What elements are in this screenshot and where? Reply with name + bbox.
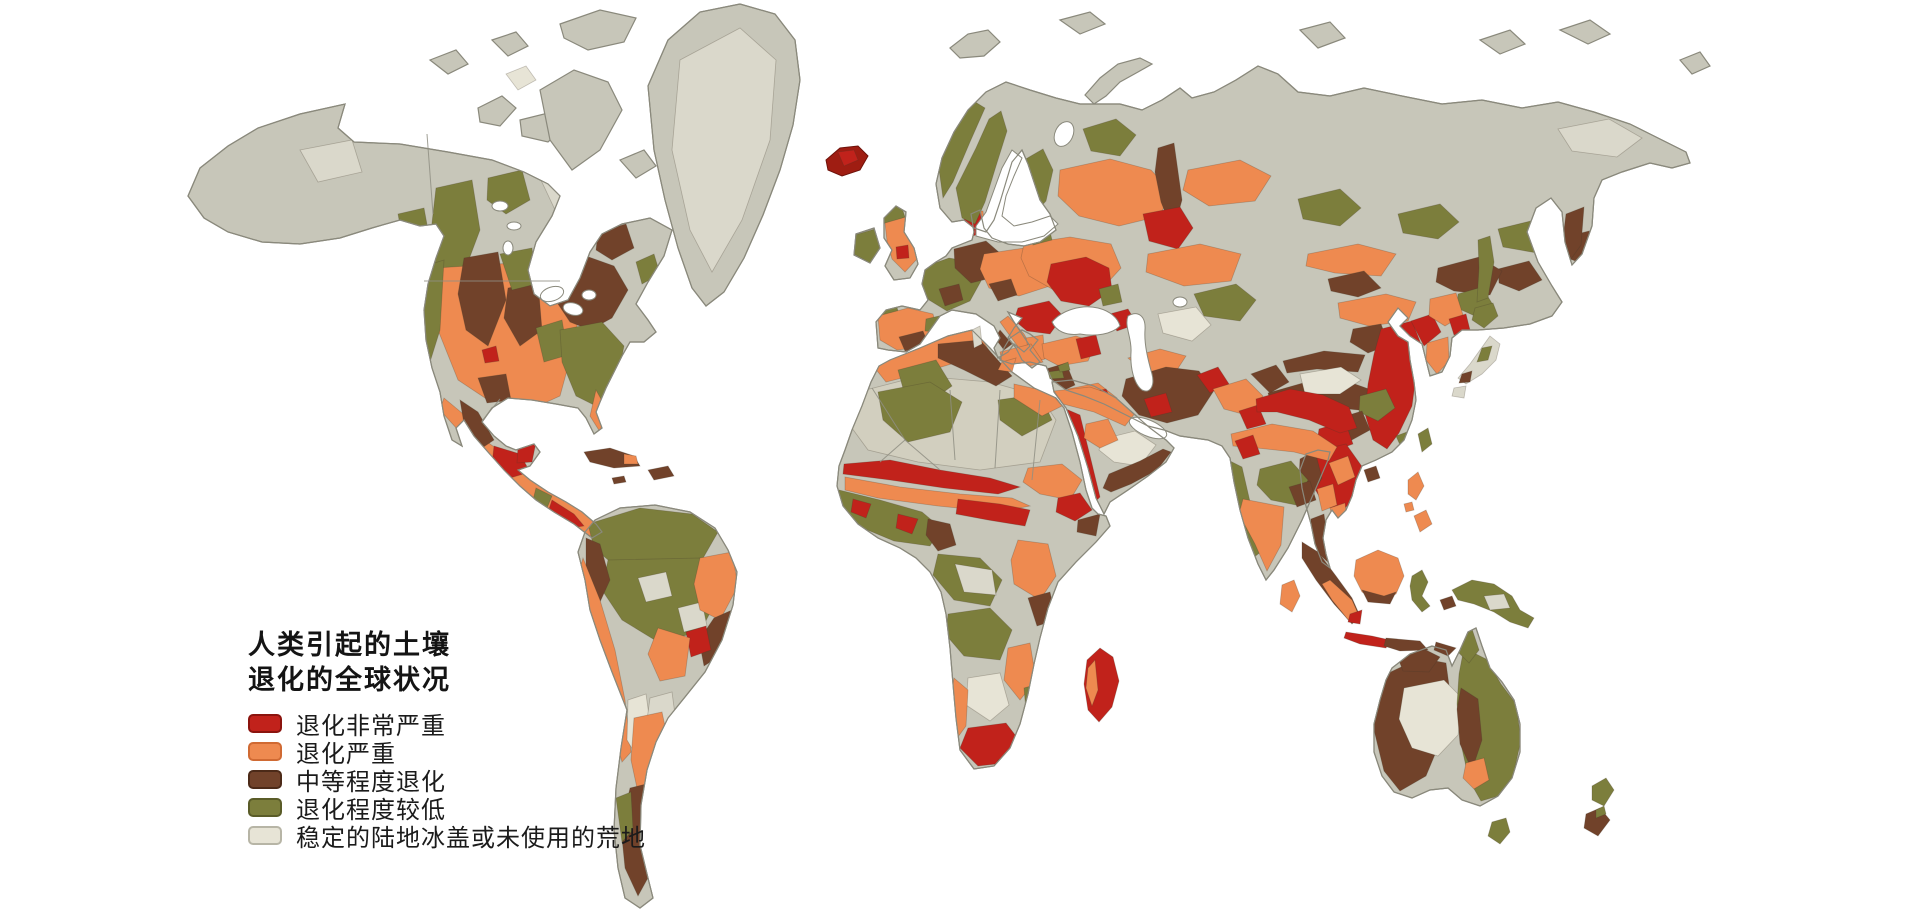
legend-color-swatch <box>248 714 282 734</box>
new-zealand <box>1583 777 1615 837</box>
madagascar <box>1083 647 1120 723</box>
legend-color-swatch <box>248 770 282 790</box>
legend-item: 中等程度退化 <box>248 769 646 796</box>
legend-item-label: 退化程度较低 <box>296 797 446 825</box>
taiwan <box>1417 427 1433 453</box>
arctic-islands <box>428 9 1711 179</box>
continent-eurasia <box>876 99 1643 572</box>
tasmania <box>1487 817 1511 845</box>
legend-items: 退化非常严重 退化严重 中等程度退化 退化程度较低 稳定的陆地冰盖或未使用的荒地 <box>248 713 646 852</box>
legend-item-label: 退化非常严重 <box>296 713 446 741</box>
aral-sea <box>1172 296 1188 308</box>
greenland <box>671 27 777 273</box>
philippines <box>1403 471 1433 533</box>
great-lakes <box>539 285 565 303</box>
sri-lanka <box>1279 579 1301 613</box>
new-guinea <box>1451 579 1535 629</box>
white-sea <box>1053 121 1075 147</box>
islands <box>583 145 1615 845</box>
legend-item-label: 退化严重 <box>296 741 396 769</box>
degradation-legend: 人类引起的土壤 退化的全球状况 退化非常严重 退化严重 中等程度退化 退化程度较… <box>248 628 646 852</box>
legend-color-swatch <box>248 798 282 818</box>
country-borders <box>424 133 1041 481</box>
continent-australia <box>1374 628 1520 802</box>
legend-item-label: 中等程度退化 <box>296 769 446 797</box>
legend-color-swatch <box>248 826 282 846</box>
legend-title-line1: 人类引起的土壤 <box>248 630 451 660</box>
legend-title: 人类引起的土壤 退化的全球状况 <box>248 628 646 698</box>
legend-item-label: 稳定的陆地冰盖或未使用的荒地 <box>296 825 646 853</box>
legend-item: 退化程度较低 <box>248 797 646 824</box>
legend-title-line2: 退化的全球状况 <box>248 665 451 696</box>
legend-item: 退化非常严重 <box>248 713 646 740</box>
legend-item: 稳定的陆地冰盖或未使用的荒地 <box>248 825 646 852</box>
caspian-sea <box>1126 313 1154 392</box>
legend-item: 退化严重 <box>248 741 646 768</box>
japan <box>1451 302 1501 399</box>
baltic-sea <box>975 149 1059 243</box>
sakhalin <box>1476 235 1495 303</box>
indonesia <box>1301 541 1457 657</box>
inland-seas <box>491 121 1188 440</box>
legend-color-swatch <box>248 742 282 762</box>
black-sea <box>1051 306 1121 336</box>
